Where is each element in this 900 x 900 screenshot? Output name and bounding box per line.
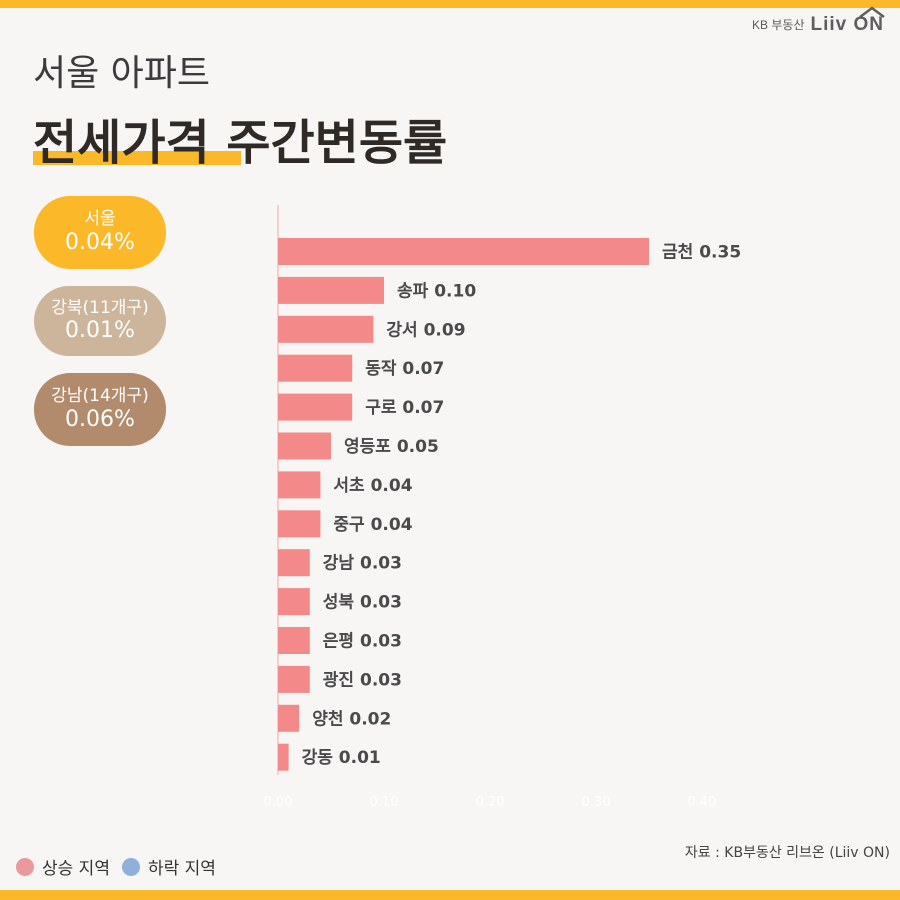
bar-8 bbox=[278, 510, 321, 538]
bar-1 bbox=[278, 238, 649, 265]
page-subtitle: 서울 아파트 bbox=[33, 53, 211, 94]
legend: 상승 지역 하락 지역 bbox=[16, 854, 216, 879]
bar-label-4: 동작 0.07 bbox=[365, 359, 444, 379]
bar-label-5: 구로 0.07 bbox=[365, 398, 444, 418]
bar-label-1: 금천 0.35 bbox=[662, 243, 741, 263]
house-roof-icon bbox=[859, 6, 885, 18]
bar-10 bbox=[278, 588, 310, 616]
summary-gangbuk: 강북(11개구) 0.01% bbox=[34, 286, 166, 356]
bar-11 bbox=[278, 627, 310, 654]
x-tick-label-4: 0.30 bbox=[582, 795, 611, 810]
bar-label-11: 은평 0.03 bbox=[323, 632, 402, 652]
page-title: 전세가격 주간변동률 bbox=[33, 115, 448, 171]
x-tick-label-1: 0.00 bbox=[264, 795, 293, 810]
x-tick-label-5: 0.40 bbox=[688, 795, 717, 810]
summary-seoul: 서울 0.04% bbox=[34, 196, 166, 269]
bar-label-14: 강동 0.01 bbox=[302, 748, 381, 768]
x-tick-label-3: 0.20 bbox=[476, 795, 505, 810]
legend-label: 상승 지역 bbox=[42, 859, 110, 879]
bar-6 bbox=[278, 432, 331, 460]
legend-dot-rise bbox=[16, 857, 34, 876]
bar-13 bbox=[278, 704, 300, 732]
brand-kb: KB 부동산 bbox=[752, 18, 805, 32]
bar-14 bbox=[278, 743, 289, 771]
bar-label-6: 영등포 0.05 bbox=[344, 437, 439, 457]
bar-label-2: 송파 0.10 bbox=[397, 281, 476, 301]
legend-item-fall: 하락 지역 bbox=[121, 854, 216, 879]
bar-label-13: 양천 0.02 bbox=[312, 709, 391, 729]
bar-9 bbox=[278, 549, 310, 577]
legend-dot-fall bbox=[121, 857, 140, 876]
bar-3 bbox=[278, 315, 374, 343]
summary-value: 0.04% bbox=[65, 229, 135, 255]
summary-value: 0.06% bbox=[65, 406, 135, 432]
bar-5 bbox=[278, 393, 353, 421]
bar-label-3: 강서 0.09 bbox=[386, 320, 465, 340]
bar-label-7: 서초 0.04 bbox=[333, 476, 412, 496]
bottom-accent-bar bbox=[0, 890, 900, 900]
bar-label-9: 강남 0.03 bbox=[323, 554, 402, 574]
title-block: 전세가격 주간변동률 bbox=[33, 103, 447, 171]
summary-label: 강남(14개구) bbox=[51, 386, 149, 407]
source-note: 자료 : KB부동산 리브온 (Liiv ON) bbox=[684, 845, 890, 861]
x-tick-label-2: 0.10 bbox=[370, 795, 399, 810]
bar-label-8: 중구 0.04 bbox=[333, 515, 412, 535]
bar-label-10: 성북 0.03 bbox=[323, 593, 402, 613]
summary-gangnam: 강남(14개구) 0.06% bbox=[34, 373, 166, 446]
title-underline bbox=[33, 151, 241, 165]
bar-2 bbox=[278, 276, 384, 304]
brand-logo: KB 부동산 Liiv ON bbox=[752, 6, 885, 36]
summary-label: 서울 bbox=[84, 209, 116, 230]
legend-item-rise: 상승 지역 bbox=[16, 854, 110, 879]
summary-value: 0.01% bbox=[65, 318, 135, 343]
legend-label: 하락 지역 bbox=[147, 859, 216, 879]
top-accent-bar bbox=[0, 0, 900, 8]
bar-12 bbox=[278, 665, 310, 693]
summary-label: 강북(11개구) bbox=[51, 297, 149, 318]
bar-7 bbox=[278, 471, 321, 499]
bar-label-12: 광진 0.03 bbox=[323, 670, 402, 690]
brand-liiv: Liiv ON bbox=[810, 6, 885, 36]
bar-4 bbox=[278, 354, 353, 382]
